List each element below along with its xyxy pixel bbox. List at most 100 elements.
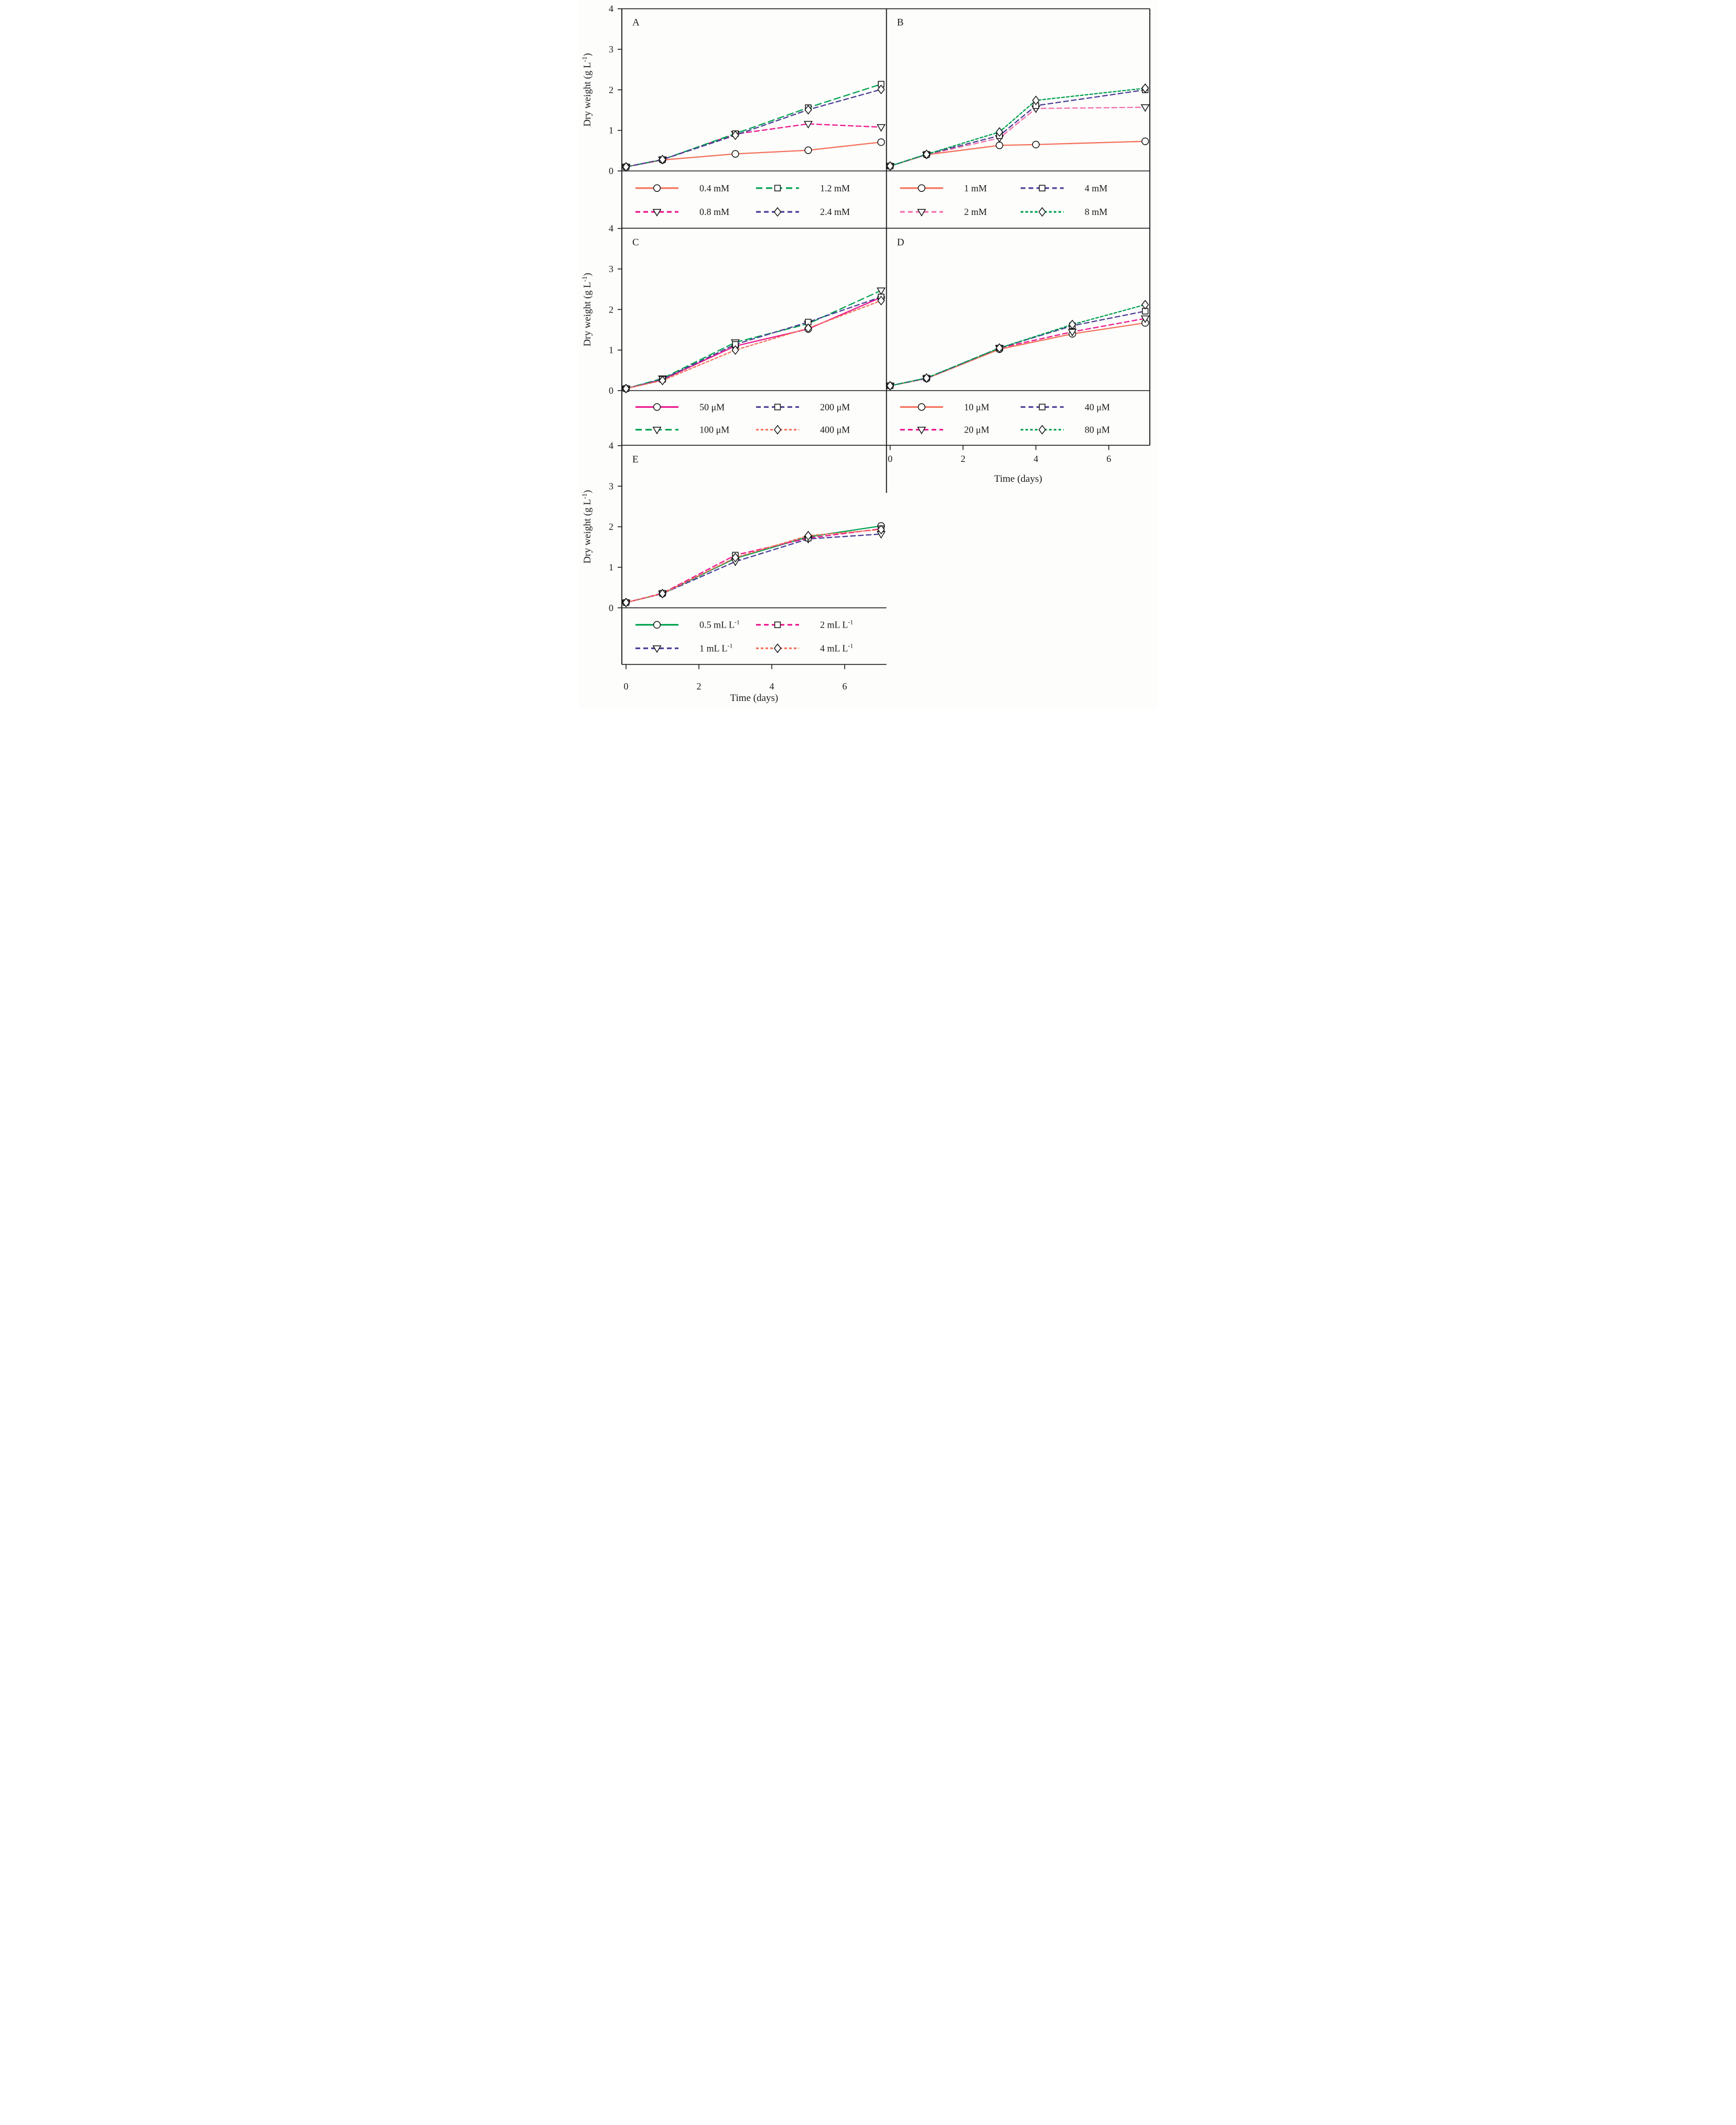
- y-tick-label: 1: [609, 125, 613, 136]
- panel-label-E: E: [632, 454, 639, 465]
- legend-label: 20 μM: [964, 425, 989, 435]
- marker-circle: [1032, 141, 1040, 148]
- legend-label: 2 mL L-1: [820, 619, 853, 630]
- marker-square: [1039, 185, 1045, 191]
- legend-label: 50 μM: [699, 402, 725, 412]
- marker-triangle-down: [876, 287, 886, 295]
- marker-triangle-down: [1140, 104, 1150, 112]
- legend-label: 2 mM: [964, 207, 987, 217]
- marker-diamond: [804, 323, 812, 333]
- marker-diamond: [922, 149, 930, 159]
- marker-triangle-down: [916, 427, 926, 435]
- growth-curves-figure: 0 1 2 3 4 0 1 2 3 4 0 1 2 3 4 0 2 4 6 Time (days) 0 2 4 6 Time (…: [578, 0, 1158, 708]
- marker-diamond: [658, 589, 666, 599]
- legend-label: 40 μM: [1084, 402, 1109, 412]
- marker-diamond: [995, 127, 1003, 137]
- marker-diamond: [886, 381, 894, 391]
- marker-diamond: [622, 383, 630, 394]
- marker-circle: [1141, 137, 1149, 145]
- marker-diamond: [1141, 83, 1149, 93]
- marker-diamond: [731, 130, 739, 141]
- y-tick-label: 0: [609, 385, 613, 396]
- marker-diamond: [658, 375, 666, 385]
- marker-diamond: [1038, 207, 1046, 217]
- marker-circle: [653, 184, 661, 192]
- marker-diamond: [804, 105, 812, 115]
- marker-diamond: [1038, 425, 1046, 435]
- marker-diamond: [877, 84, 885, 94]
- panel-label-D: D: [897, 237, 904, 248]
- series-line-A-3: [625, 89, 882, 168]
- x-tick-label: 6: [1106, 454, 1111, 464]
- marker-diamond: [995, 343, 1003, 353]
- marker-diamond: [773, 425, 781, 435]
- legend-label: 200 μM: [820, 402, 850, 412]
- x-tick-label: 2: [696, 681, 701, 692]
- y-tick-label: 1: [609, 562, 613, 573]
- marker-triangle-down: [652, 427, 662, 435]
- marker-triangle-down: [652, 209, 662, 217]
- marker-diamond: [877, 296, 885, 306]
- marker-triangle-down: [876, 124, 886, 132]
- legend-label: 100 μM: [699, 425, 729, 435]
- marker-diamond: [622, 162, 630, 172]
- x-axis-title: Time (days): [994, 473, 1042, 484]
- marker-square: [774, 404, 781, 411]
- y-tick-label: 3: [609, 44, 613, 55]
- marker-square: [774, 621, 781, 628]
- marker-triangle-down: [916, 209, 926, 217]
- marker-diamond: [1141, 299, 1149, 310]
- marker-diamond: [922, 373, 930, 383]
- panel-label-A: A: [632, 17, 640, 28]
- y-tick-label: 2: [609, 304, 613, 315]
- series-line-D-2: [889, 310, 1146, 386]
- y-tick-label: 3: [609, 264, 613, 274]
- marker-triangle-down: [803, 121, 813, 129]
- x-tick-label: 2: [961, 454, 965, 464]
- panel-label-B: B: [897, 17, 903, 28]
- panel-label-C: C: [632, 237, 639, 248]
- x-tick-label: 6: [842, 681, 847, 692]
- marker-square: [774, 185, 781, 191]
- series-line-C-2: [625, 296, 882, 390]
- y-axis-title: Dry weight (g L-1): [580, 273, 593, 346]
- marker-diamond: [731, 553, 739, 563]
- marker-diamond: [804, 531, 812, 541]
- marker-diamond: [773, 207, 781, 217]
- legend-label: 4 mL L-1: [820, 642, 853, 654]
- marker-diamond: [877, 524, 885, 535]
- y-axis-title: Dry weight (g L-1): [580, 53, 593, 126]
- marker-diamond: [731, 345, 739, 355]
- y-tick-label: 4: [609, 440, 613, 451]
- x-tick-label: 4: [769, 681, 774, 692]
- marker-circle: [918, 184, 925, 192]
- marker-diamond: [658, 155, 666, 165]
- legend-label: 4 mM: [1084, 183, 1107, 193]
- marker-circle: [995, 142, 1003, 149]
- y-tick-label: 2: [609, 522, 613, 532]
- y-tick-label: 0: [609, 166, 613, 176]
- x-tick-label: 4: [1033, 454, 1038, 464]
- legend-label: 0.5 mL L-1: [699, 619, 740, 630]
- legend-label: 0.4 mM: [699, 183, 729, 193]
- legend-label: 1 mL L-1: [699, 642, 732, 654]
- y-tick-label: 3: [609, 481, 613, 491]
- y-tick-label: 1: [609, 345, 613, 355]
- marker-diamond: [622, 598, 630, 608]
- legend-label: 80 μM: [1084, 425, 1109, 435]
- marker-diamond: [1032, 95, 1040, 105]
- legend-label: 10 μM: [964, 402, 989, 412]
- marker-circle: [877, 138, 885, 146]
- marker-triangle-down: [1140, 315, 1150, 323]
- y-tick-label: 4: [609, 4, 613, 14]
- marker-circle: [731, 150, 739, 158]
- legend-label: 2.4 mM: [820, 207, 850, 217]
- x-tick-label: 0: [888, 454, 892, 464]
- legend-label: 1 mM: [964, 183, 987, 193]
- marker-diamond: [886, 161, 894, 171]
- legend-label: 0.8 mM: [699, 207, 729, 217]
- x-axis-title: Time (days): [730, 693, 778, 704]
- marker-diamond: [1068, 319, 1076, 330]
- chart-canvas: 0 1 2 3 4 0 1 2 3 4 0 1 2 3 4 0 2 4 6 Time (days) 0 2 4 6 Time (…: [580, 4, 1150, 704]
- x-tick-label: 0: [623, 681, 628, 692]
